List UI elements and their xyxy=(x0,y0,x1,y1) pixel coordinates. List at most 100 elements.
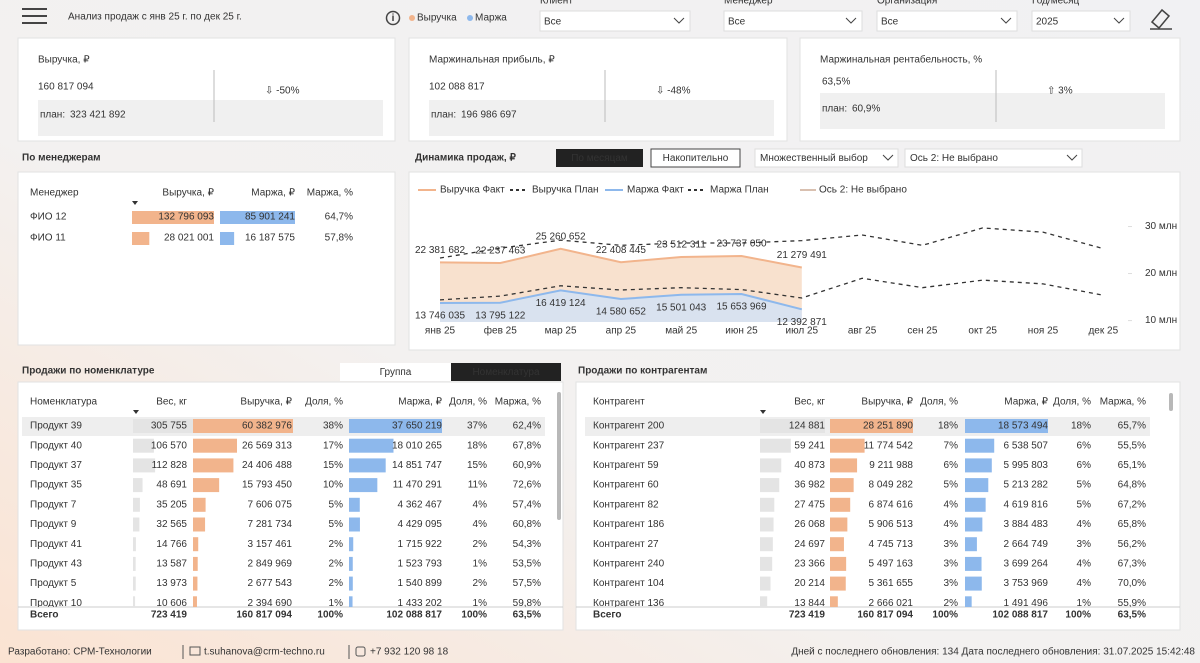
total-value: 100% xyxy=(317,610,343,621)
cell-value: 70,0% xyxy=(1118,578,1146,589)
scrollbar[interactable] xyxy=(557,392,561,520)
plan-value: 196 986 697 xyxy=(461,110,517,121)
cell-bar xyxy=(760,576,771,591)
cell-value: 27 475 xyxy=(794,499,825,510)
button-label: Номенклатура xyxy=(472,367,540,378)
row-label: Продукт 37 xyxy=(30,460,82,471)
toggle-button[interactable] xyxy=(650,148,741,168)
cell-bar xyxy=(133,497,140,512)
cell-value: 5% xyxy=(329,519,344,530)
eraser-icon[interactable] xyxy=(1150,8,1172,30)
column-header: Выручка, ₽ xyxy=(240,397,292,408)
dropdown-arrow xyxy=(845,17,857,24)
cell-value: 4% xyxy=(1077,519,1092,530)
cell-bar xyxy=(132,232,150,245)
menu-icon[interactable] xyxy=(22,8,47,24)
cell-value: 2 664 749 xyxy=(1004,539,1049,550)
toggle-button-active[interactable] xyxy=(556,149,643,167)
x-tick-label: апр 25 xyxy=(606,326,637,337)
cell-bar xyxy=(830,478,854,493)
cell-bar xyxy=(349,596,353,607)
legend-label: Выручка План xyxy=(532,185,599,196)
cell-value: 16 187 575 xyxy=(245,233,295,244)
row-label: Контрагент 27 xyxy=(593,539,659,550)
filter-dropdown[interactable] xyxy=(876,10,1018,32)
cell-value: 2% xyxy=(329,559,344,570)
kpi-value: 63,5% xyxy=(822,77,850,88)
data-label: 13 746 035 xyxy=(415,311,465,322)
cell-value: 72,6% xyxy=(513,480,541,491)
button-label: Накопительно xyxy=(663,153,729,164)
kpi-value: 102 088 817 xyxy=(429,82,485,93)
cell-value: 4% xyxy=(1077,559,1092,570)
cell-value: 13 973 xyxy=(156,578,187,589)
cell-value: 4% xyxy=(473,519,488,530)
total-value: 723 419 xyxy=(789,610,826,621)
cell-value: 6% xyxy=(1077,440,1092,451)
chart-dropdown[interactable] xyxy=(754,148,899,168)
cell-value: 54,3% xyxy=(513,539,541,550)
filter-label: Клиент xyxy=(540,0,573,7)
filter-dropdown[interactable] xyxy=(1031,10,1131,32)
total-value: 723 419 xyxy=(151,610,188,621)
row-label: Продукт 35 xyxy=(30,480,82,491)
column-header: Доля, % xyxy=(305,397,343,408)
cell-bar xyxy=(830,458,858,473)
total-value: 102 088 817 xyxy=(386,610,442,621)
cell-value: 11% xyxy=(468,480,487,491)
x-tick-label: дек 25 xyxy=(1088,326,1118,337)
data-label: 13 795 122 xyxy=(475,310,525,321)
cell-value: 3 884 483 xyxy=(1004,519,1049,530)
cell-bar xyxy=(193,537,199,552)
cell-bar xyxy=(349,419,442,433)
cell-value: 55,9% xyxy=(1118,598,1146,609)
x-tick-label: мар 25 xyxy=(545,326,577,337)
chart-dropdown[interactable] xyxy=(904,148,1083,168)
cell-bar xyxy=(760,537,773,552)
row-label: ФИО 12 xyxy=(30,212,67,223)
cell-value: 13 587 xyxy=(156,559,187,570)
filter-dropdown[interactable] xyxy=(539,10,691,32)
cell-value: 7% xyxy=(944,440,959,451)
cell-value: 5 995 803 xyxy=(1004,460,1049,471)
plan-label: план: xyxy=(431,110,456,121)
cell-value: 14 766 xyxy=(156,539,187,550)
toggle-button[interactable] xyxy=(340,363,451,381)
cell-value: 4% xyxy=(944,499,959,510)
row-label: Контрагент 237 xyxy=(593,440,665,451)
cell-value: 10% xyxy=(323,480,343,491)
cell-value: 5% xyxy=(1077,499,1092,510)
cell-bar xyxy=(349,458,386,473)
cell-value: 4% xyxy=(1077,578,1092,589)
total-value: 100% xyxy=(461,610,487,621)
cell-value: 3 699 264 xyxy=(1004,559,1049,570)
managers-panel xyxy=(17,171,396,346)
filter-label: Организация xyxy=(877,0,937,7)
plan-value: 323 421 892 xyxy=(70,110,126,121)
legend-label: Маржа xyxy=(475,13,507,24)
cell-value: 26 569 313 xyxy=(242,440,292,451)
plan-box xyxy=(38,100,383,136)
cell-value: 37% xyxy=(467,421,487,432)
cell-bar xyxy=(133,517,140,532)
scrollbar[interactable] xyxy=(1169,393,1173,411)
column-header: Маржа, % xyxy=(307,188,353,199)
cell-bar xyxy=(193,596,197,607)
data-label: 22 381 682 xyxy=(415,245,465,256)
cell-bar xyxy=(133,458,156,473)
cell-bar xyxy=(349,576,353,591)
toggle-button-active[interactable] xyxy=(451,363,561,381)
filter-dropdown[interactable] xyxy=(723,10,863,32)
cell-value: 4% xyxy=(473,499,488,510)
info-icon[interactable] xyxy=(385,10,401,26)
row-label: Продукт 5 xyxy=(30,578,77,589)
cell-value: 64,7% xyxy=(325,212,353,223)
cell-value: 1 523 793 xyxy=(398,559,443,570)
cell-value: 59,8% xyxy=(513,598,541,609)
x-tick-label: окт 25 xyxy=(968,326,997,337)
data-label: 23 737 050 xyxy=(716,239,766,250)
cell-bar xyxy=(193,419,293,433)
legend-label: Выручка Факт xyxy=(440,185,505,196)
cell-bar xyxy=(133,419,193,433)
